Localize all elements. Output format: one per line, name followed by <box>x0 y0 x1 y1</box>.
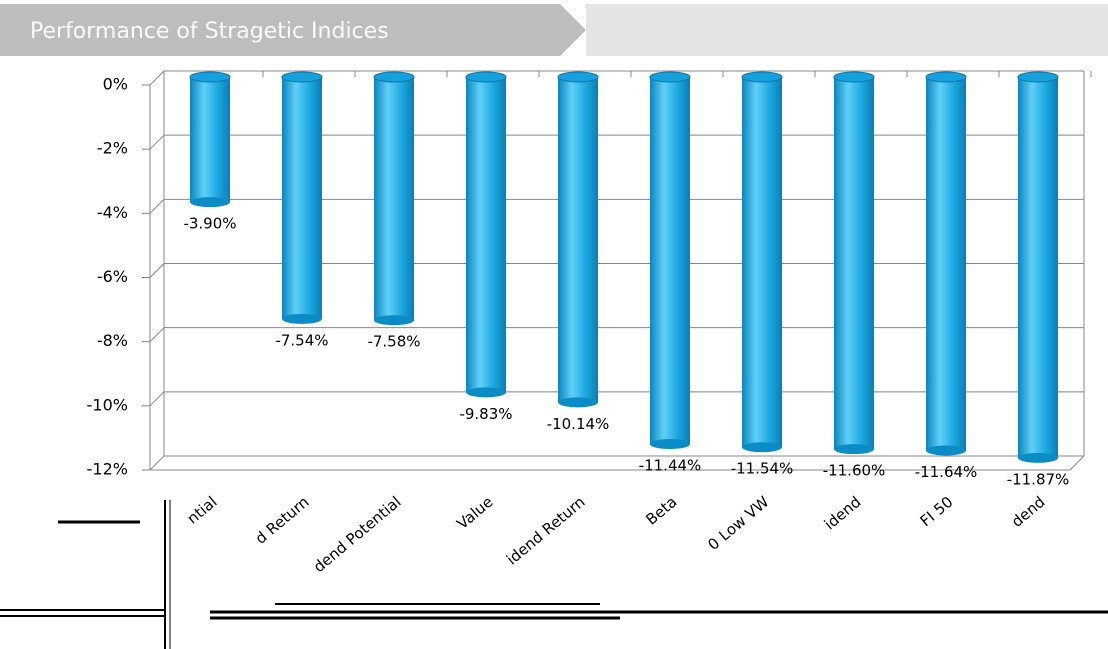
grid-line <box>149 391 165 407</box>
bar-top <box>189 71 231 83</box>
bar-top <box>925 71 967 83</box>
y-tick-label: -4% <box>97 203 128 222</box>
y-tick-label: -6% <box>97 267 128 286</box>
grid-line <box>149 134 165 150</box>
bar <box>926 77 966 451</box>
bar <box>190 77 230 203</box>
value-label: -11.60% <box>823 462 886 480</box>
grid-line <box>149 327 165 343</box>
bar-top <box>465 71 507 83</box>
floor-side <box>1069 455 1085 471</box>
title-banner <box>0 4 586 56</box>
bar-top <box>557 71 599 83</box>
bar <box>374 77 414 321</box>
grid-line <box>149 198 165 214</box>
value-label: -7.54% <box>275 331 328 349</box>
bar-bottom <box>926 445 966 456</box>
bar-bottom <box>834 444 874 455</box>
bar-top <box>741 71 783 83</box>
bar <box>282 77 322 319</box>
grid-line <box>149 455 165 471</box>
y-tick-label: 0% <box>103 75 128 94</box>
value-label: -9.83% <box>459 405 512 423</box>
y-tick-label: -8% <box>97 331 128 350</box>
y-tick-label: -2% <box>97 139 128 158</box>
value-label: -11.87% <box>1007 470 1070 488</box>
value-label: -11.64% <box>915 463 978 481</box>
bar <box>650 77 690 445</box>
bar-bottom <box>466 387 506 398</box>
bar <box>1018 77 1058 458</box>
bar <box>742 77 782 448</box>
bar-top <box>281 71 323 83</box>
value-label: -10.14% <box>547 415 610 433</box>
bottom-artifacts <box>0 500 1108 649</box>
bar <box>466 77 506 393</box>
bar-bottom <box>742 442 782 453</box>
bar <box>834 77 874 450</box>
bar-bottom <box>558 397 598 408</box>
y-tick-label: -12% <box>87 460 128 479</box>
bar-bottom <box>282 313 322 324</box>
bar-bottom <box>374 315 414 326</box>
grid-line <box>149 263 165 278</box>
grid-line <box>149 70 165 86</box>
bar <box>558 77 598 403</box>
value-label: -11.54% <box>731 460 794 478</box>
bar-top <box>1017 71 1059 83</box>
value-label: -7.58% <box>367 333 420 351</box>
bar-top <box>833 71 875 83</box>
value-label: -11.44% <box>639 457 702 475</box>
chart-title: Performance of Stragetic Indices <box>30 19 389 44</box>
title-band <box>586 4 1108 56</box>
bar-top <box>373 71 415 83</box>
value-label: -3.90% <box>183 215 236 233</box>
y-tick-label: -10% <box>87 395 128 414</box>
bar-bottom <box>1018 452 1058 463</box>
bar-top <box>649 71 691 83</box>
bar-bottom <box>650 439 690 450</box>
bar-bottom <box>190 197 230 208</box>
